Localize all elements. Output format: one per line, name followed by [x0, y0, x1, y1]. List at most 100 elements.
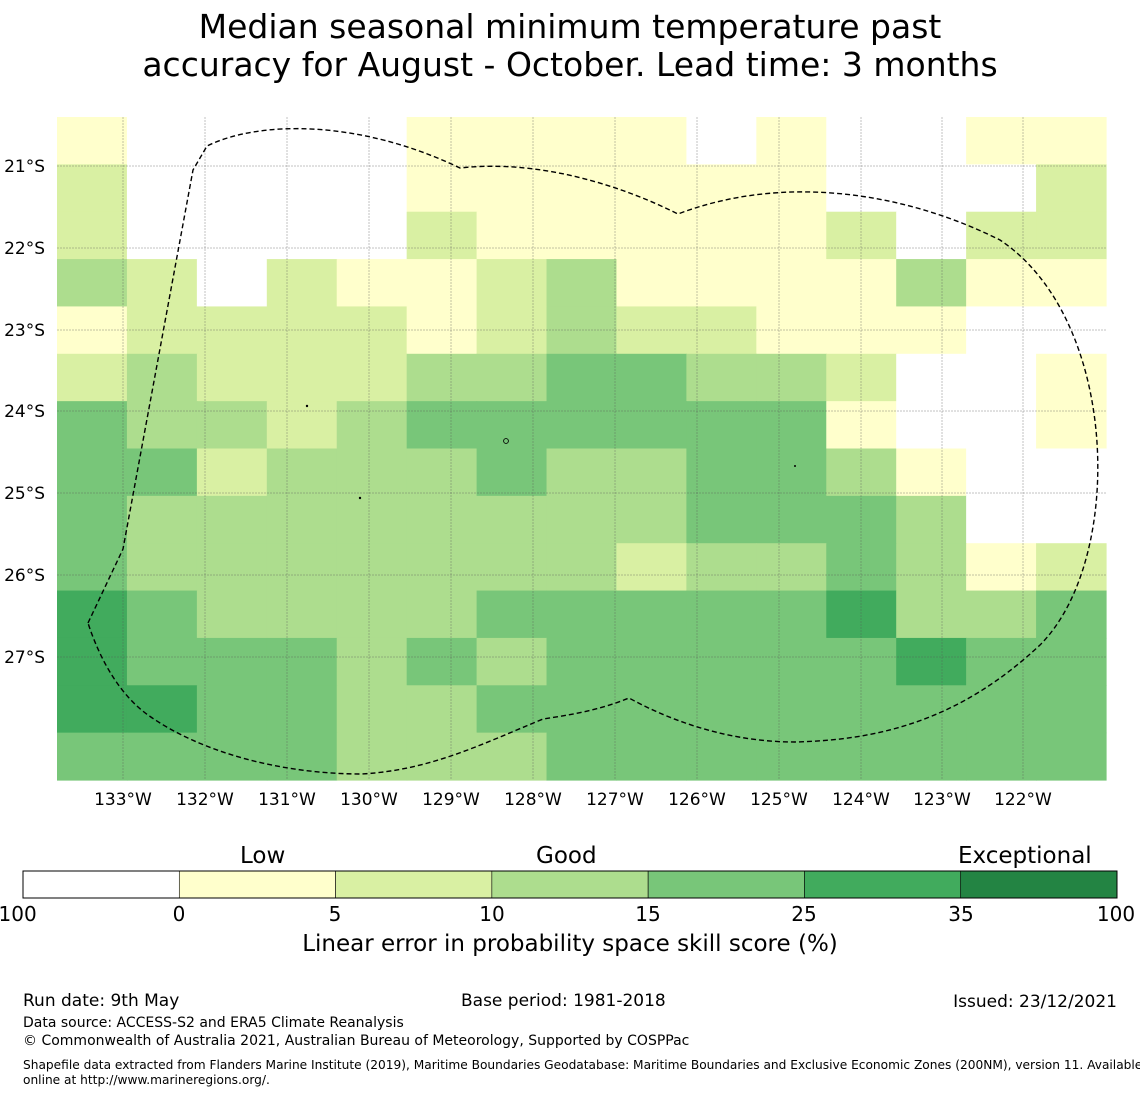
- skill-cell: [336, 401, 408, 450]
- skill-cell: [756, 590, 827, 639]
- skill-cell: [196, 259, 268, 308]
- skill-cell: [266, 543, 338, 592]
- skill-cell: [336, 543, 408, 592]
- skill-cell: [406, 401, 478, 450]
- colorbar-tick: 25: [791, 902, 817, 926]
- skill-cell: [616, 259, 687, 308]
- skill-cell: [826, 685, 897, 734]
- latitude-label: 24°S: [4, 402, 45, 422]
- colorbar-tick: -100: [0, 902, 37, 926]
- skill-cell: [476, 732, 548, 781]
- skill-cell: [406, 211, 478, 260]
- longitude-label: 130°W: [340, 790, 398, 810]
- skill-cell: [126, 590, 198, 639]
- skill-cell: [406, 685, 478, 734]
- skill-cell: [686, 164, 757, 213]
- skill-cell: [336, 685, 408, 734]
- skill-cell: [336, 590, 408, 639]
- legend-label-exceptional: Exceptional: [958, 843, 1092, 869]
- skill-cell: [57, 637, 128, 686]
- skill-cell: [196, 211, 268, 260]
- skill-cell: [756, 353, 827, 402]
- skill-cell: [336, 117, 408, 165]
- colorbar-tick: 10: [479, 902, 505, 926]
- skill-cell: [406, 543, 478, 592]
- skill-cell: [686, 211, 757, 260]
- skill-cell: [126, 401, 198, 450]
- skill-cell: [336, 353, 408, 402]
- skill-cell: [826, 353, 897, 402]
- skill-cell: [406, 259, 478, 308]
- longitude-label: 133°W: [94, 790, 152, 810]
- longitude-label: 122°W: [994, 790, 1052, 810]
- skill-cell: [966, 164, 1037, 213]
- colorbar-segment: [960, 870, 1118, 899]
- skill-cell: [57, 211, 128, 260]
- title-line-2: accuracy for August - October. Lead time…: [142, 45, 998, 84]
- shapefile-credit: Shapefile data extracted from Flanders M…: [23, 1058, 1140, 1087]
- skill-cell: [546, 495, 618, 544]
- skill-cell: [196, 448, 268, 497]
- skill-cell: [1036, 306, 1107, 355]
- skill-cell: [896, 353, 967, 402]
- skill-cell: [196, 117, 268, 165]
- skill-cell: [266, 495, 338, 544]
- skill-cell: [196, 590, 268, 639]
- longitude-label: 128°W: [504, 790, 562, 810]
- skill-cell: [756, 448, 827, 497]
- skill-cell: [896, 543, 967, 592]
- skill-cell: [966, 401, 1037, 450]
- skill-cell: [406, 590, 478, 639]
- skill-cell: [126, 353, 198, 402]
- legend-label-good: Good: [536, 843, 597, 869]
- skill-cell: [57, 732, 128, 781]
- skill-cell: [966, 543, 1037, 592]
- gridlines: [57, 117, 1106, 780]
- colorbar-segment: [178, 870, 336, 899]
- latitude-label: 22°S: [4, 239, 45, 259]
- latitude-label: 25°S: [4, 484, 45, 504]
- skill-cell: [476, 448, 548, 497]
- issued-date: Issued: 23/12/2021: [953, 992, 1117, 1012]
- skill-cell: [826, 306, 897, 355]
- skill-cell: [336, 637, 408, 686]
- base-period: Base period: 1981-2018: [461, 991, 666, 1011]
- skill-cell: [896, 117, 967, 165]
- skill-cell: [966, 637, 1037, 686]
- skill-cell: [126, 306, 198, 355]
- skill-cell: [406, 164, 478, 213]
- skill-cell: [546, 685, 618, 734]
- data-source: Data source: ACCESS-S2 and ERA5 Climate …: [23, 1015, 404, 1031]
- skill-cell: [1036, 353, 1107, 402]
- skill-cell: [546, 543, 618, 592]
- skill-cell: [476, 637, 548, 686]
- skill-cell: [616, 164, 687, 213]
- skill-cell: [266, 590, 338, 639]
- skill-cell: [476, 306, 548, 355]
- skill-cell: [57, 306, 128, 355]
- colorbar: [22, 870, 1118, 899]
- skill-cell: [406, 353, 478, 402]
- island-marker: [305, 404, 309, 408]
- skill-cell: [686, 732, 757, 781]
- skill-cell: [896, 732, 967, 781]
- skill-cell: [406, 637, 478, 686]
- skill-cell: [546, 259, 618, 308]
- skill-cell: [896, 164, 967, 213]
- copyright: © Commonwealth of Australia 2021, Austra…: [23, 1033, 690, 1049]
- skill-cell: [266, 211, 338, 260]
- colorbar-tick: 100: [1096, 902, 1136, 926]
- colorbar-tick: 35: [948, 902, 974, 926]
- colorbar-tick: 0: [172, 902, 186, 926]
- skill-cell: [476, 117, 548, 165]
- skill-cell: [57, 401, 128, 450]
- skill-cell: [126, 164, 198, 213]
- skill-cell: [756, 259, 827, 308]
- skill-cell: [616, 732, 687, 781]
- skill-cell: [126, 211, 198, 260]
- skill-cell: [546, 590, 618, 639]
- colorbar-segment: [335, 870, 493, 899]
- skill-cell: [196, 637, 268, 686]
- latitude-label: 23°S: [4, 321, 45, 341]
- skill-cell: [616, 306, 687, 355]
